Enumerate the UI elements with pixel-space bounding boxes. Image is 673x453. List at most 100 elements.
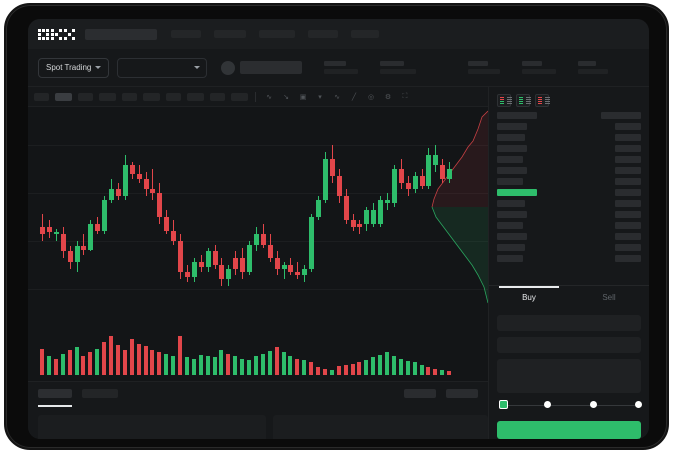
- timeframe-button-2[interactable]: [55, 92, 72, 101]
- timeframe-button-3[interactable]: [78, 92, 93, 101]
- candle: [378, 107, 384, 319]
- orderbook-rows[interactable]: [489, 112, 649, 262]
- order-amount-field[interactable]: [497, 337, 641, 353]
- orderbook-quantity: [497, 255, 523, 262]
- chevron-down-icon[interactable]: ▾: [318, 93, 322, 101]
- candle: [67, 107, 73, 319]
- orderbook-icon-bar: [519, 101, 523, 102]
- candle: [143, 107, 149, 319]
- nav-item-1[interactable]: [171, 30, 201, 38]
- timeframe-button-5[interactable]: [122, 92, 137, 101]
- trading-pair-select[interactable]: [117, 57, 208, 78]
- compare-icon[interactable]: ↘: [283, 93, 289, 101]
- orderbook-row[interactable]: [497, 244, 641, 251]
- trading-mode-label: Spot Trading: [46, 63, 92, 72]
- fullscreen-icon[interactable]: ⛶: [402, 92, 408, 100]
- candle-body: [171, 230, 177, 242]
- orderbook-price: [615, 156, 641, 163]
- order-price-field[interactable]: [497, 315, 641, 331]
- orderbook-icon-bar: [507, 99, 512, 100]
- timeframe-button-8[interactable]: [187, 92, 204, 101]
- candle-body: [191, 261, 197, 278]
- candle: [316, 107, 321, 319]
- app-screen: Spot Trading ∿ ↘ ▣ ▾ ∿ ╱ ◎ ⚙ ⛶: [28, 19, 649, 439]
- candle: [122, 107, 128, 319]
- nav-item-3[interactable]: [259, 30, 295, 38]
- volume-bar: [171, 356, 176, 375]
- candle-body: [178, 241, 183, 273]
- toolbar-divider: [255, 91, 256, 102]
- volume-bar: [281, 352, 286, 375]
- footer-tab-order-history[interactable]: [82, 389, 118, 398]
- chevron-down-icon: [194, 66, 201, 69]
- orderbook-row[interactable]: [497, 211, 641, 218]
- nav-item-2[interactable]: [214, 30, 246, 38]
- orderbook-view-both[interactable]: [497, 94, 512, 107]
- amount-percent-stepper[interactable]: [499, 399, 642, 413]
- order-total-field[interactable]: [497, 359, 641, 393]
- orderbook-row[interactable]: [497, 222, 641, 229]
- stepper-node-4[interactable]: [635, 401, 642, 408]
- orderbook-icon-bar: [545, 101, 550, 102]
- stepper-node-2[interactable]: [544, 401, 552, 408]
- indicator-icon[interactable]: ∿: [266, 93, 272, 101]
- orderbook-price: [615, 123, 641, 130]
- candlestick-chart[interactable]: [28, 107, 488, 319]
- volume-bar: [267, 351, 272, 375]
- volume-bar: [60, 353, 65, 375]
- orderbook-row[interactable]: [497, 189, 641, 196]
- orderbook-row[interactable]: [497, 233, 641, 240]
- okx-logo-icon[interactable]: [38, 28, 75, 40]
- candle: [447, 107, 453, 319]
- orderbook-row[interactable]: [497, 123, 641, 130]
- trade-tab-buy[interactable]: Buy: [489, 286, 569, 309]
- candle-body: [440, 165, 446, 180]
- candle: [88, 107, 94, 319]
- trade-tab-sell[interactable]: Sell: [602, 293, 616, 302]
- volume-bar: [198, 354, 203, 375]
- timeframe-button-1[interactable]: [34, 92, 49, 101]
- timeframe-button-6[interactable]: [143, 92, 160, 101]
- template-icon[interactable]: ▣: [299, 93, 307, 101]
- volume-bar: [212, 357, 217, 375]
- ruler-icon[interactable]: ╱: [351, 93, 357, 101]
- trading-mode-selector[interactable]: Spot Trading: [38, 57, 110, 78]
- global-search-input[interactable]: [85, 28, 157, 40]
- orderbook-row[interactable]: [497, 156, 641, 163]
- stepper-node-1[interactable]: [499, 400, 508, 409]
- footer-tab-open-orders[interactable]: [38, 389, 72, 398]
- candle-body: [295, 272, 301, 276]
- orderbook-icon-bar: [526, 101, 531, 102]
- orderbook-row[interactable]: [497, 145, 641, 152]
- orderbook-row[interactable]: [497, 178, 641, 185]
- nav-item-5[interactable]: [351, 30, 379, 38]
- orderbook-row[interactable]: [497, 200, 641, 207]
- timeframe-button-4[interactable]: [99, 92, 116, 101]
- stat-24h-high: [468, 61, 501, 74]
- candle-wick: [359, 220, 361, 235]
- stepper-node-3[interactable]: [589, 401, 597, 408]
- candle-body: [378, 199, 384, 224]
- settings-icon[interactable]: ⚙: [384, 93, 392, 101]
- line-chart-icon[interactable]: ∿: [334, 93, 340, 101]
- orderbook-row[interactable]: [497, 134, 641, 141]
- nav-item-4[interactable]: [308, 30, 338, 38]
- timeframe-button-9[interactable]: [210, 92, 225, 101]
- candle-body: [412, 175, 418, 190]
- timeframe-button-10[interactable]: [231, 92, 248, 101]
- camera-icon[interactable]: ◎: [367, 93, 375, 101]
- candle-body: [343, 196, 349, 221]
- timeframe-button-7[interactable]: [166, 92, 181, 101]
- footer-action-2[interactable]: [446, 389, 478, 398]
- place-buy-order-button[interactable]: [497, 421, 641, 439]
- footer-action-1[interactable]: [404, 389, 436, 398]
- orderbook-view-toggles: [489, 87, 649, 112]
- orderbook-view-asks[interactable]: [535, 94, 550, 107]
- orderbook-row[interactable]: [497, 167, 641, 174]
- orders-table-left: [38, 415, 266, 439]
- volume-bar: [322, 368, 327, 375]
- orderbook-view-bids[interactable]: [516, 94, 531, 107]
- candle: [350, 107, 356, 319]
- volume-bar: [233, 356, 238, 375]
- orderbook-row[interactable]: [497, 255, 641, 262]
